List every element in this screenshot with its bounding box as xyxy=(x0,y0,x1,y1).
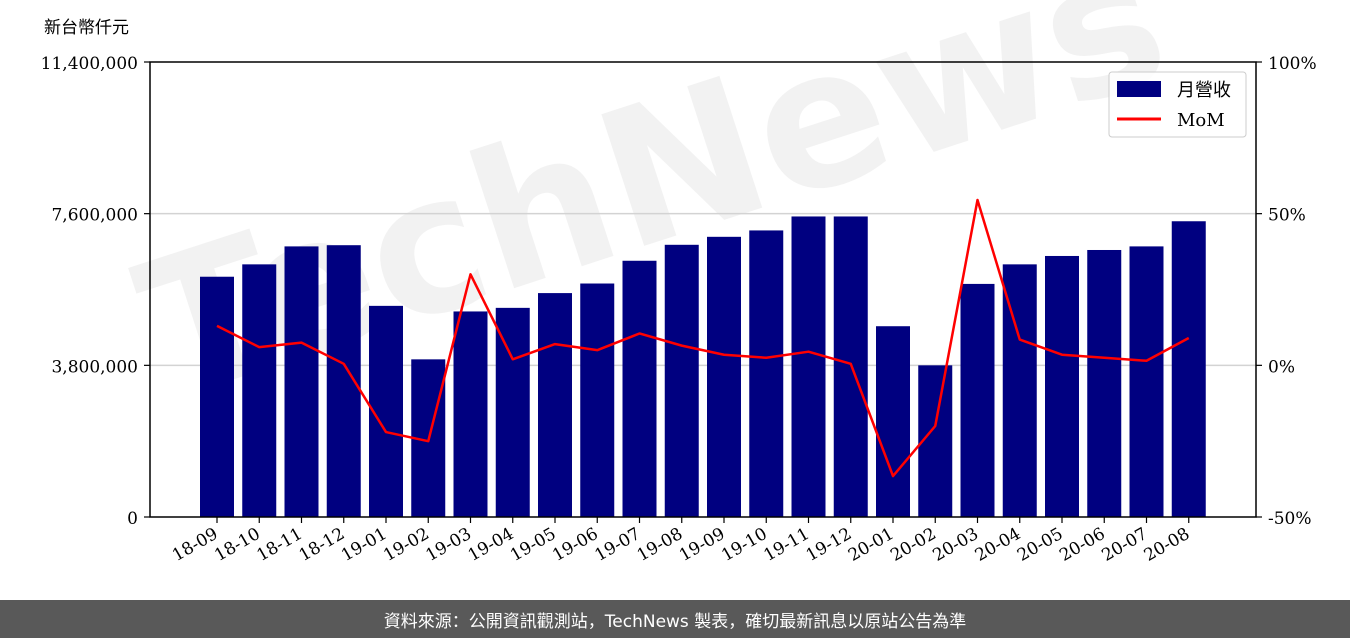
x-tick-label-18-12: 18-12 xyxy=(296,524,348,566)
left-axis-unit-label: 新台幣仟元 xyxy=(44,18,129,38)
bar-18-10 xyxy=(242,264,277,517)
bar-20-03 xyxy=(960,283,995,517)
mom-line xyxy=(216,198,1190,478)
bar-18-11 xyxy=(284,246,319,518)
x-tick-label-19-02: 19-02 xyxy=(380,524,432,566)
bar-series xyxy=(200,216,1206,518)
bar-20-05 xyxy=(1045,255,1079,517)
bar-19-09 xyxy=(707,236,741,517)
left-tick-label: 11,400,000 xyxy=(41,54,138,74)
legend: 月營收 MoM xyxy=(1108,71,1247,138)
left-tick-label: 7,600,000 xyxy=(51,206,138,226)
bar-19-07 xyxy=(622,260,657,517)
bar-19-04 xyxy=(495,307,530,517)
x-tick-label-19-01: 19-01 xyxy=(338,524,390,566)
right-tick-label: 0% xyxy=(1268,357,1295,377)
x-tick-label-19-10: 19-10 xyxy=(718,524,770,566)
footer-source-note: 資料來源：公開資訊觀測站，TechNews 製表，確切最新訊息以原站公告為準 xyxy=(0,600,1350,638)
bar-19-03 xyxy=(453,311,488,517)
bar-19-05 xyxy=(538,293,572,517)
bar-19-11 xyxy=(791,216,826,518)
left-tick-label: 3,800,000 xyxy=(51,357,138,377)
right-tick-label: 100% xyxy=(1268,54,1317,74)
legend-swatch-bar xyxy=(1117,81,1161,97)
plot-frame xyxy=(149,61,1257,518)
x-tick-label-19-03: 19-03 xyxy=(423,524,475,566)
x-tick-label-20-04: 20-04 xyxy=(972,524,1024,566)
x-tick-label-18-11: 18-11 xyxy=(254,524,306,566)
x-tick-label-19-09: 19-09 xyxy=(676,524,728,566)
x-tick-label-20-01: 20-01 xyxy=(845,524,897,566)
x-tick-label-18-10: 18-10 xyxy=(211,524,263,566)
left-tick-label: 0 xyxy=(127,509,138,529)
mom-line-series xyxy=(216,198,1190,478)
bar-20-04 xyxy=(1002,264,1037,517)
x-tick-label-19-08: 19-08 xyxy=(634,524,686,566)
x-tick-label-19-06: 19-06 xyxy=(549,524,601,566)
legend-label-mom: MoM xyxy=(1177,110,1225,131)
x-tick-label-20-06: 20-06 xyxy=(1056,524,1108,566)
x-tick-label-19-04: 19-04 xyxy=(465,524,517,566)
x-tick-label-20-02: 20-02 xyxy=(887,524,939,566)
bar-20-07 xyxy=(1129,246,1164,518)
x-tick-label-19-07: 19-07 xyxy=(592,524,644,566)
x-tick-label-20-08: 20-08 xyxy=(1141,524,1193,566)
x-tick-label-20-07: 20-07 xyxy=(1099,524,1151,566)
x-tick-label-18-09: 18-09 xyxy=(169,524,221,566)
x-tick-label-19-11: 19-11 xyxy=(761,524,813,566)
right-tick-label: 50% xyxy=(1268,206,1306,226)
bar-20-01 xyxy=(876,326,910,517)
bar-19-08 xyxy=(664,244,699,517)
bar-20-08 xyxy=(1171,221,1206,517)
revenue-chart: TechNews 03,800,0007,600,00011,400,000-5… xyxy=(41,0,1317,566)
legend-label-revenue: 月營收 xyxy=(1177,80,1231,101)
x-tick-label-19-12: 19-12 xyxy=(803,524,855,566)
bar-19-06 xyxy=(580,283,615,517)
x-tick-label-20-05: 20-05 xyxy=(1014,524,1066,566)
x-tick-label-19-05: 19-05 xyxy=(507,524,559,566)
x-tick-label-20-03: 20-03 xyxy=(930,524,982,566)
bar-18-09 xyxy=(200,276,234,517)
right-tick-label: -50% xyxy=(1268,509,1312,529)
bar-20-06 xyxy=(1087,249,1122,517)
bar-19-10 xyxy=(749,230,784,518)
